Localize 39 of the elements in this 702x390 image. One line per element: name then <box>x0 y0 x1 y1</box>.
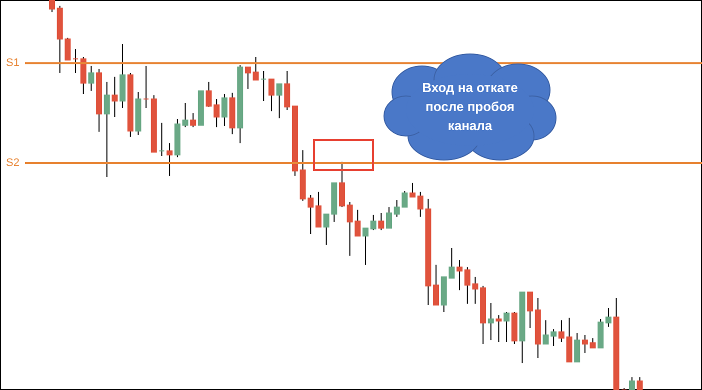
candlestick <box>527 292 534 328</box>
candlestick <box>244 66 251 90</box>
candlestick <box>143 65 150 109</box>
candlestick <box>221 93 228 126</box>
candlestick <box>276 83 282 119</box>
cloud-callout: Вход на откате после пробоя канала <box>382 52 558 164</box>
candlestick <box>550 328 557 346</box>
candlestick <box>582 334 588 354</box>
candlestick <box>72 48 79 74</box>
candlestick <box>252 56 259 80</box>
candlestick <box>433 264 440 306</box>
annotation: Вход на откате после пробоя канала <box>421 79 519 135</box>
candlestick <box>112 76 118 118</box>
candlestick <box>104 81 110 178</box>
candlestick <box>268 78 274 112</box>
candlestick <box>338 161 345 208</box>
ref-line-label: S2 <box>6 157 20 170</box>
candlestick <box>605 308 612 328</box>
candlestick <box>386 206 392 229</box>
candlestick <box>558 320 564 343</box>
candlestick <box>410 182 416 198</box>
candlestick <box>260 70 267 102</box>
candlestick <box>88 65 94 92</box>
candlestick <box>542 320 549 344</box>
candlestick <box>488 302 494 341</box>
candlestick <box>166 142 173 176</box>
ref-line-label: S1 <box>6 57 20 70</box>
candlestick <box>370 214 376 231</box>
candlestick <box>158 122 165 156</box>
candlestick <box>190 112 196 128</box>
candlestick <box>590 338 596 348</box>
candlestick <box>362 228 368 266</box>
candlestick <box>456 260 463 291</box>
candlestick <box>315 191 322 228</box>
candlestick <box>574 332 580 362</box>
candlestick <box>284 70 290 110</box>
candlestick <box>378 212 384 231</box>
candlestick <box>504 312 510 343</box>
candlestick <box>496 314 502 343</box>
